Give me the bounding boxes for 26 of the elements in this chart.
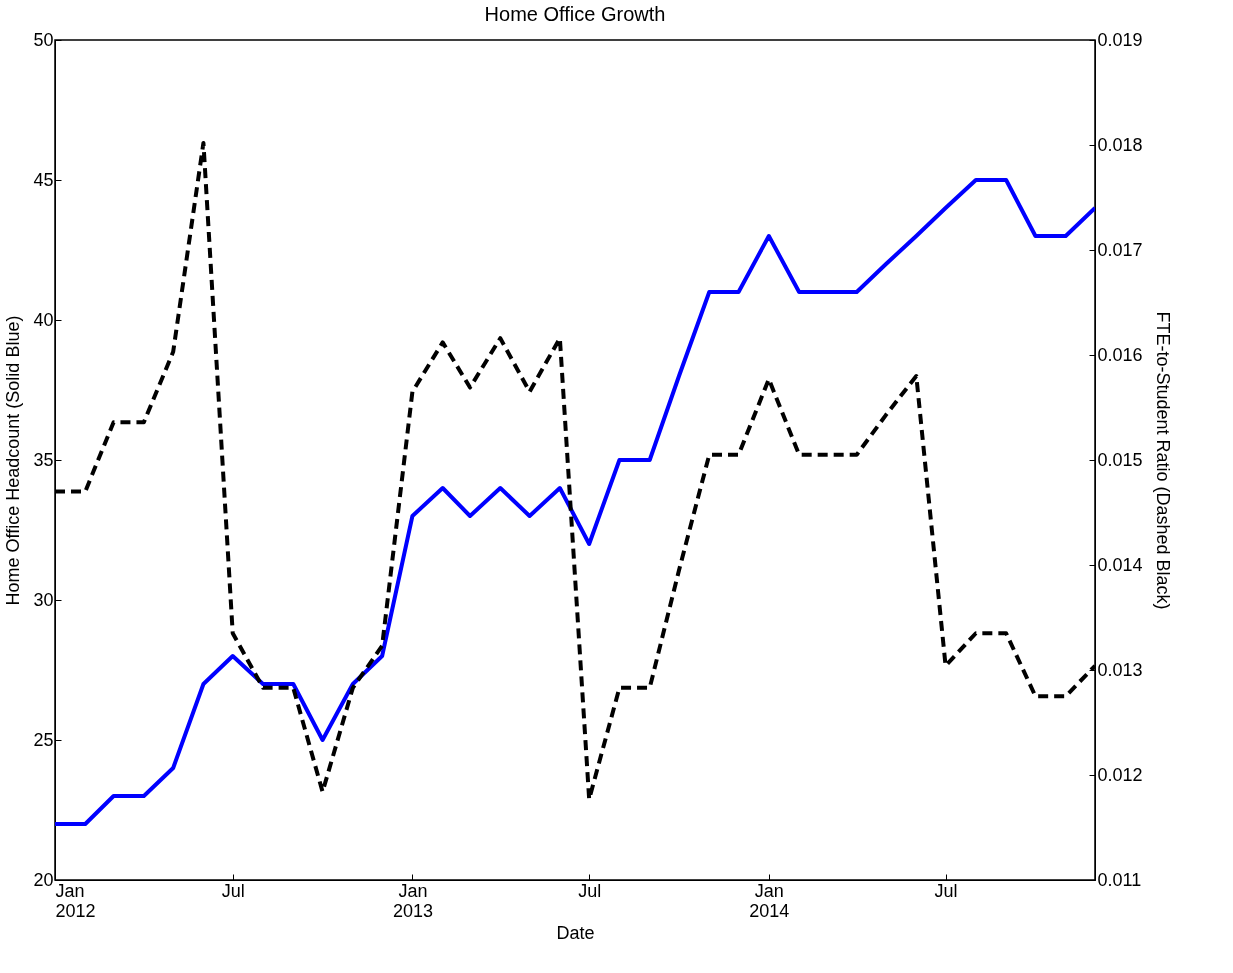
y2-tick-label: 0.019 bbox=[1097, 29, 1143, 50]
y2-tick-label: 0.013 bbox=[1097, 659, 1143, 680]
chart-title: Home Office Growth bbox=[484, 3, 666, 25]
x-tick-label: Jul bbox=[221, 880, 245, 901]
y2-tick-label: 0.011 bbox=[1097, 869, 1142, 890]
y2-tick-label: 0.015 bbox=[1097, 449, 1143, 470]
y-tick-label: 40 bbox=[33, 309, 54, 330]
y-tick-label: 25 bbox=[33, 729, 54, 750]
x-tick-label: Jul bbox=[578, 880, 602, 901]
y-tick-label: 50 bbox=[33, 29, 54, 50]
x-tick-label: Jan 2012 bbox=[55, 880, 96, 921]
y-tick-label: 45 bbox=[33, 169, 54, 190]
y-tick-label: 30 bbox=[33, 589, 54, 610]
x-axis-title: Date bbox=[556, 922, 595, 943]
y2-axis-title: FTE-to-Student Ratio (Dashed Black) bbox=[1152, 311, 1173, 610]
y2-tick-label: 0.012 bbox=[1097, 764, 1143, 785]
y-tick-label: 35 bbox=[33, 449, 54, 470]
x-tick-label: Jan 2013 bbox=[392, 880, 433, 921]
x-tick-label: Jul bbox=[934, 880, 958, 901]
y2-tick-label: 0.018 bbox=[1097, 134, 1143, 155]
y2-tick-label: 0.016 bbox=[1097, 344, 1143, 365]
y2-tick-label: 0.017 bbox=[1097, 239, 1143, 260]
y-tick-label: 20 bbox=[33, 869, 54, 890]
y-axis-title: Home Office Headcount (Solid Blue) bbox=[3, 315, 24, 606]
y2-tick-label: 0.014 bbox=[1097, 554, 1143, 575]
x-tick-label: Jan 2014 bbox=[749, 880, 790, 921]
